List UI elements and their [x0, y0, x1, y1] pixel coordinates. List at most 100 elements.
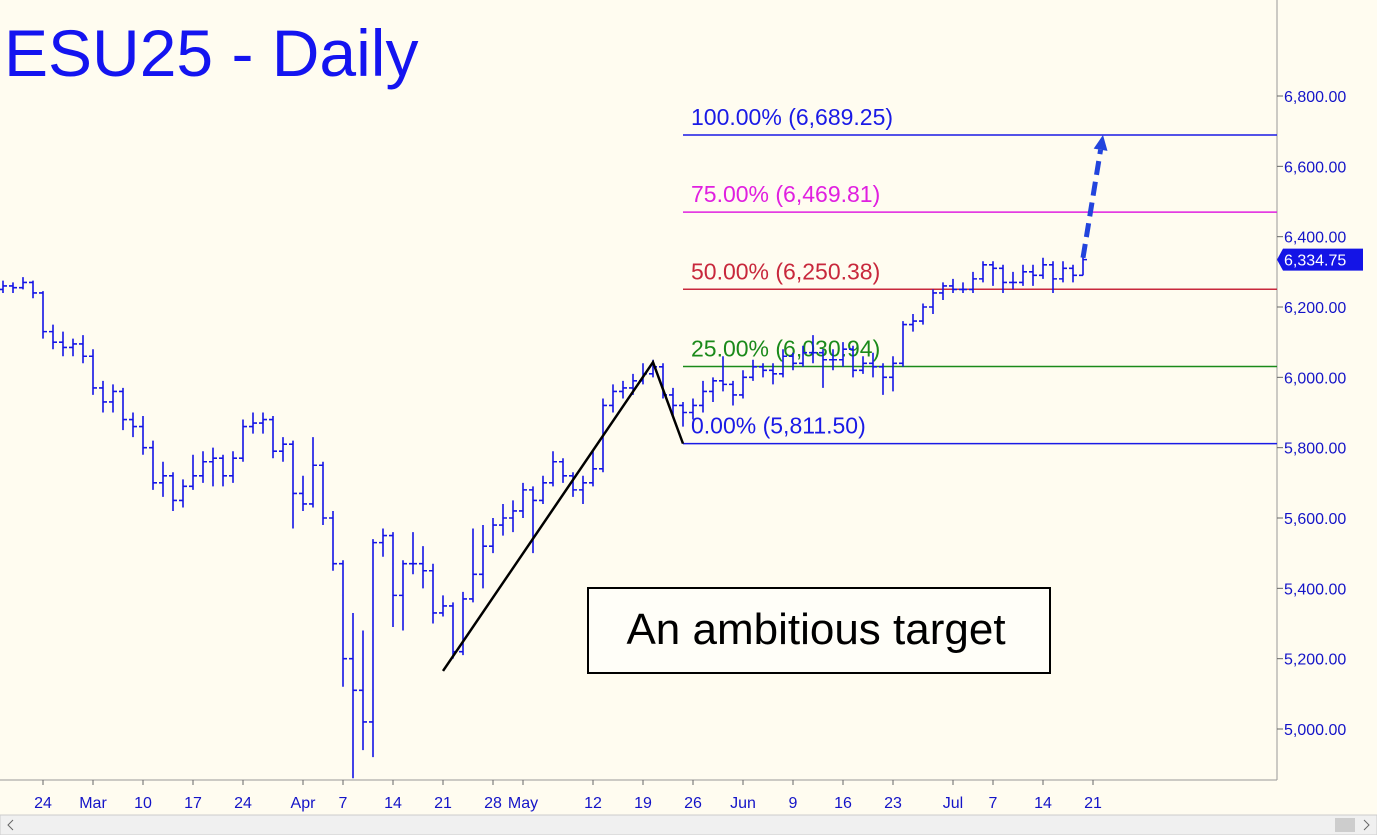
ohlc-bar: [409, 532, 417, 575]
ohlc-bar: [499, 503, 507, 536]
y-tick-label: 5,400.00: [1284, 581, 1346, 598]
ohlc-bar: [489, 518, 497, 554]
y-tick-label: 6,000.00: [1284, 370, 1346, 387]
ohlc-bar: [689, 398, 697, 420]
scrollbar-thumb[interactable]: [1335, 818, 1355, 832]
y-tick-label: 6,800.00: [1284, 89, 1346, 106]
ohlc-bar: [179, 479, 187, 508]
ohlc-bar: [819, 349, 827, 388]
last-price-label: 6,334.75: [1284, 253, 1346, 270]
ohlc-bar: [379, 528, 387, 557]
ohlc-bar: [239, 419, 247, 462]
ohlc-bar: [269, 416, 277, 459]
y-tick-label: 5,800.00: [1284, 441, 1346, 458]
ohlc-bar: [219, 454, 227, 487]
ohlc-bar: [229, 451, 237, 483]
ohlc-bar: [879, 363, 887, 395]
ohlc-bar: [729, 380, 737, 406]
ohlc-bar: [789, 352, 797, 371]
x-tick-label: 24: [234, 795, 252, 812]
y-tick-label: 6,400.00: [1284, 230, 1346, 247]
ohlc-bar: [869, 352, 877, 378]
ohlc-bar: [59, 331, 67, 357]
y-tick-label: 5,000.00: [1284, 722, 1346, 739]
ohlc-bar: [609, 384, 617, 413]
scrollbar-track[interactable]: [0, 814, 1377, 836]
ohlc-bar: [669, 387, 677, 417]
last-price-tag: 6,334.75: [1277, 248, 1363, 271]
ohlc-bar: [369, 539, 377, 758]
x-tick-label: 17: [184, 795, 202, 812]
ohlc-bar: [889, 356, 897, 392]
ohlc-bar: [259, 412, 267, 434]
ohlc-bar: [129, 412, 137, 438]
ohlc-bar: [859, 356, 867, 374]
ohlc-bar: [959, 282, 967, 293]
ohlc-bar: [69, 338, 77, 357]
ohlc-bar: [919, 303, 927, 325]
y-tick-label: 5,600.00: [1284, 511, 1346, 528]
ohlc-bar: [779, 349, 787, 378]
ohlc-bar: [969, 271, 977, 293]
ohlc-bar: [579, 475, 587, 504]
ohlc-bar: [349, 612, 357, 779]
ohlc-bar: [319, 461, 327, 526]
x-tick-label: Mar: [79, 795, 107, 812]
y-tick-label: 6,200.00: [1284, 300, 1346, 317]
x-tick-label: 28: [484, 795, 502, 812]
ohlc-bar: [989, 261, 997, 286]
projection-arrow: [1080, 149, 1104, 259]
ohlc-bar: [589, 451, 597, 487]
ohlc-bar: [679, 401, 687, 427]
ohlc-bar: [9, 282, 17, 293]
ohlc-bar: [209, 447, 217, 487]
ohlc-bar: [429, 563, 437, 624]
ohlc-bar: [39, 291, 47, 339]
x-tick-label: 9: [789, 795, 798, 812]
ohlc-bar: [459, 591, 467, 656]
ohlc-bar: [999, 264, 1007, 293]
ohlc-bar: [29, 280, 37, 299]
scroll-left[interactable]: [7, 819, 14, 831]
fib-label: 50.00% (6,250.38): [691, 258, 880, 284]
ohlc-bar: [829, 349, 837, 371]
ohlc-bar: [769, 363, 777, 385]
x-tick-label: 12: [584, 795, 602, 812]
chart-title: ESU25 - Daily: [4, 16, 418, 90]
ohlc-bar: [539, 475, 547, 504]
last-price-box: [1277, 248, 1363, 271]
ohlc-bar: [189, 454, 197, 490]
arrow-head: [1093, 134, 1108, 151]
ohlc-bar: [559, 458, 567, 483]
x-tick-label: 16: [834, 795, 852, 812]
x-tick-label: 7: [339, 795, 348, 812]
ohlc-bar: [199, 451, 207, 483]
ohlc-bar: [289, 440, 297, 529]
x-tick-label: Jul: [943, 795, 963, 812]
scrollbar[interactable]: [0, 814, 1377, 836]
x-tick-label: 21: [434, 795, 452, 812]
x-tick-label: 14: [384, 795, 402, 812]
ohlc-bar: [49, 324, 57, 350]
ohlc-bar: [469, 528, 477, 603]
x-tick-label: 7: [989, 795, 998, 812]
ohlc-bar: [1059, 261, 1067, 283]
y-tick-label: 5,200.00: [1284, 652, 1346, 669]
ohlc-bar: [389, 532, 397, 628]
fib-label: 100.00% (6,689.25): [691, 104, 893, 130]
ohlc-bar: [849, 345, 857, 378]
ohlc-bar: [699, 380, 707, 413]
scroll-right[interactable]: [1363, 819, 1370, 831]
ohlc-bar: [839, 342, 847, 367]
ohlc-bar: [439, 595, 447, 617]
ohlc-bar: [99, 380, 107, 413]
x-tick-label: 26: [684, 795, 702, 812]
x-tick-label: 23: [884, 795, 902, 812]
ohlc-bar: [79, 335, 87, 364]
ohlc-bar: [939, 282, 947, 300]
ohlc-bar: [359, 630, 367, 751]
fib-label: 75.00% (6,469.81): [691, 181, 880, 207]
ohlc-bar: [149, 440, 157, 490]
